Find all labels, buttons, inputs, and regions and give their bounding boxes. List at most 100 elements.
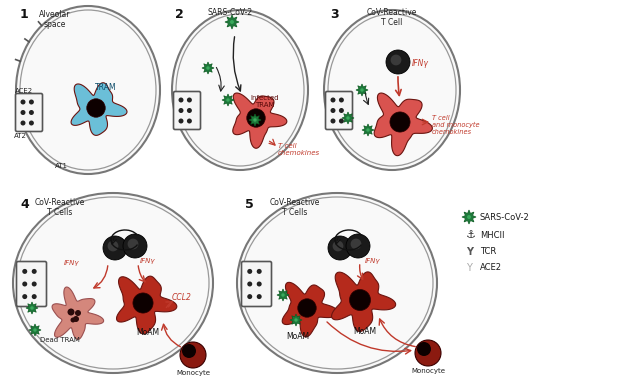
Circle shape xyxy=(386,50,410,74)
Text: Monocyte: Monocyte xyxy=(411,368,445,374)
Polygon shape xyxy=(116,276,177,334)
Polygon shape xyxy=(249,114,261,126)
Text: ACE2: ACE2 xyxy=(480,264,502,272)
Polygon shape xyxy=(332,272,396,332)
Circle shape xyxy=(128,239,138,249)
Circle shape xyxy=(71,318,75,322)
Circle shape xyxy=(351,239,362,249)
Text: SARS-CoV-2: SARS-CoV-2 xyxy=(480,213,530,221)
Text: 1: 1 xyxy=(20,8,28,21)
Circle shape xyxy=(257,294,262,299)
Polygon shape xyxy=(222,94,234,106)
Circle shape xyxy=(281,293,284,297)
Text: MoAM: MoAM xyxy=(137,328,159,337)
Text: 5: 5 xyxy=(245,198,254,211)
Text: MoAM: MoAM xyxy=(353,327,377,336)
Circle shape xyxy=(247,282,252,286)
Polygon shape xyxy=(225,15,239,29)
Text: 3: 3 xyxy=(330,8,339,21)
Circle shape xyxy=(33,328,37,332)
Text: Y: Y xyxy=(466,263,472,273)
Ellipse shape xyxy=(13,193,213,373)
Ellipse shape xyxy=(324,10,460,170)
Circle shape xyxy=(29,100,34,105)
Circle shape xyxy=(103,236,127,260)
Circle shape xyxy=(32,282,37,286)
Circle shape xyxy=(331,98,336,103)
Polygon shape xyxy=(202,62,214,74)
Polygon shape xyxy=(283,282,338,337)
Circle shape xyxy=(87,99,106,117)
Circle shape xyxy=(253,118,257,122)
Circle shape xyxy=(349,290,370,311)
Circle shape xyxy=(295,318,298,322)
Polygon shape xyxy=(26,302,38,314)
Text: T cell
and monocyte
chemokines: T cell and monocyte chemokines xyxy=(432,115,480,135)
Circle shape xyxy=(123,234,147,258)
Circle shape xyxy=(346,116,349,119)
Circle shape xyxy=(178,98,183,103)
Text: Monocyte: Monocyte xyxy=(176,370,210,376)
Text: MHCII: MHCII xyxy=(480,231,504,239)
Circle shape xyxy=(187,108,192,113)
Circle shape xyxy=(247,294,252,299)
Circle shape xyxy=(391,55,401,65)
FancyBboxPatch shape xyxy=(16,93,42,131)
Circle shape xyxy=(331,108,336,113)
Text: Y: Y xyxy=(466,247,473,257)
Circle shape xyxy=(360,88,363,92)
FancyBboxPatch shape xyxy=(241,262,272,306)
Circle shape xyxy=(107,241,118,251)
Circle shape xyxy=(187,98,192,103)
Text: IFNγ: IFNγ xyxy=(140,258,155,264)
Circle shape xyxy=(331,118,336,123)
Circle shape xyxy=(187,118,192,123)
Circle shape xyxy=(390,112,410,132)
Circle shape xyxy=(230,20,234,24)
Circle shape xyxy=(73,316,79,322)
Polygon shape xyxy=(342,112,354,124)
Text: 4: 4 xyxy=(20,198,28,211)
Circle shape xyxy=(20,100,25,105)
Circle shape xyxy=(32,269,37,274)
Text: CoV-Reactive
T Cells: CoV-Reactive T Cells xyxy=(35,198,85,218)
Circle shape xyxy=(182,344,196,358)
Polygon shape xyxy=(374,93,432,156)
Text: 2: 2 xyxy=(175,8,184,21)
Polygon shape xyxy=(362,124,374,136)
Circle shape xyxy=(328,236,352,260)
Text: TRAM: TRAM xyxy=(95,83,117,92)
Polygon shape xyxy=(356,84,368,96)
Circle shape xyxy=(415,340,441,366)
Circle shape xyxy=(226,98,229,101)
Circle shape xyxy=(467,215,471,219)
Circle shape xyxy=(29,110,34,115)
Circle shape xyxy=(68,308,75,316)
Ellipse shape xyxy=(16,6,160,174)
Text: CoV-Reactive
T Cells: CoV-Reactive T Cells xyxy=(270,198,320,218)
Text: ACE2: ACE2 xyxy=(15,88,33,94)
Text: ⚓: ⚓ xyxy=(466,230,476,240)
FancyBboxPatch shape xyxy=(16,262,47,306)
Text: TCR: TCR xyxy=(480,247,496,257)
Circle shape xyxy=(178,118,183,123)
Text: Infected
TRAM: Infected TRAM xyxy=(251,95,279,108)
Circle shape xyxy=(367,128,370,132)
Ellipse shape xyxy=(237,193,437,373)
Circle shape xyxy=(246,109,265,127)
FancyBboxPatch shape xyxy=(174,92,200,129)
Polygon shape xyxy=(71,83,127,135)
Polygon shape xyxy=(462,210,476,224)
Circle shape xyxy=(417,342,431,356)
Text: T cell
chemokines: T cell chemokines xyxy=(278,143,320,156)
Circle shape xyxy=(133,293,153,313)
Circle shape xyxy=(339,98,344,103)
Circle shape xyxy=(30,306,33,310)
Circle shape xyxy=(29,121,34,126)
Text: CoV-Reactive
T Cell: CoV-Reactive T Cell xyxy=(367,8,417,28)
Polygon shape xyxy=(290,314,302,326)
Circle shape xyxy=(257,269,262,274)
Circle shape xyxy=(339,118,344,123)
Circle shape xyxy=(339,108,344,113)
Circle shape xyxy=(247,269,252,274)
